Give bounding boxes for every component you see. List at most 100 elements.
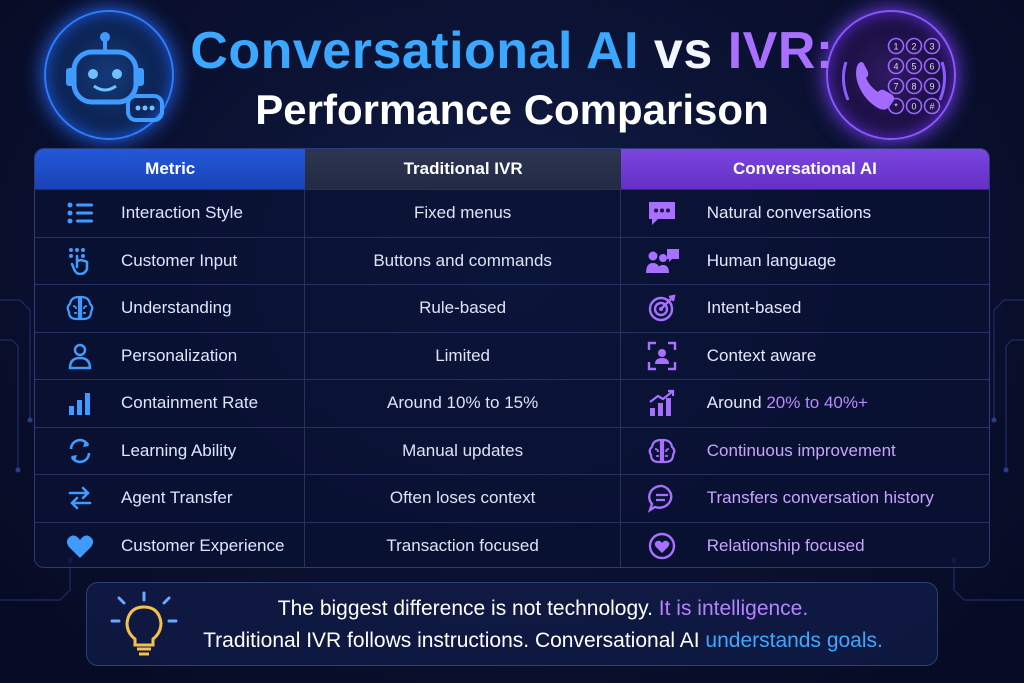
keypad-key-label: # [929,102,934,112]
keypad-key-label: 9 [929,82,934,92]
ivr-cell: Rule-based [305,285,621,332]
ivr-value: Transaction focused [386,535,539,555]
metric-label: Learning Ability [121,440,237,460]
touch-icon [63,246,97,276]
metric-cell: Agent Transfer [35,475,306,522]
ivr-cell: Limited [305,332,621,379]
table-body: Interaction Style Fixed menus Natural conv… [35,189,989,568]
keypad-key [905,57,923,75]
ivr-cell: Around 10% to 15% [305,380,621,427]
title-ivr: IVR: [727,22,834,80]
transfer-icon [63,483,97,513]
people-chat-icon [645,246,679,276]
ai-cell: Context aware [621,333,989,380]
metric-cell: Understanding [35,285,306,332]
keypad-key [887,77,905,95]
ai-value: Continuous improvement [706,440,896,460]
insight-line-1: The biggest difference is not technology… [87,597,939,621]
ivr-cell: Manual updates [305,427,621,474]
face-scan-icon [645,341,679,371]
metric-cell: Customer Input [35,237,306,284]
keypad-key [905,77,923,95]
ai-value: Natural conversations [706,203,872,223]
title-line-1: Conversational AI vs IVR: [0,20,1024,82]
table-row: Agent Transfer Often loses context Transfe… [35,474,989,522]
table-row: Customer Input Buttons and commands Human … [35,236,989,285]
ai-value: Relationship focused [706,535,865,555]
ivr-value: Rule-based [419,298,507,318]
keypad-key-label: 4 [893,62,898,72]
keypad-key-label: 7 [893,82,898,92]
keypad-key [887,37,905,55]
metric-label: Customer Experience [121,535,285,555]
comparison-table: Metric Traditional IVR Conversational AI… [34,148,990,568]
keypad-key-label: 3 [929,42,934,52]
metric-label: Containment Rate [121,393,259,413]
title-conversational-ai: Conversational AI [190,22,639,80]
table-row: Personalization Limited Context aware [35,331,989,380]
insight-callout: The biggest difference is not technology… [86,582,938,666]
metric-label: Interaction Style [121,203,243,223]
heart-icon [63,531,97,561]
ai-cell: Natural conversations [621,190,989,237]
table-row: Learning Ability Manual updates Continuous… [35,426,989,475]
table-header: Metric Traditional IVR Conversational AI [35,149,989,189]
ai-cell: Intent-based [621,285,989,332]
heart-circle-icon [645,531,679,561]
metric-label: Understanding [121,298,232,318]
ivr-value: Around 10% to 15% [387,393,539,413]
growth-chart-icon [645,388,679,418]
keypad-key [905,37,923,55]
table-row: Customer Experience Transaction focused Re… [35,521,989,568]
ivr-value: Often loses context [389,488,536,508]
insight-line-2: Traditional IVR follows instructions. Co… [87,629,939,653]
title-vs: vs [653,22,713,80]
metric-cell: Interaction Style [35,190,306,237]
lightbulb-icon [110,591,178,656]
keypad-key-label: 6 [929,62,934,72]
metric-label: Personalization [121,345,238,365]
ai-value: Human language [706,250,837,270]
table-row: Interaction Style Fixed menus Natural conv… [35,189,989,237]
keypad-key [923,37,941,55]
metric-cell: Learning Ability [35,427,306,474]
keypad-key-label: 8 [911,82,916,92]
list-icon [63,198,97,228]
ai-value: Intent-based [706,298,802,318]
keypad-key [923,77,941,95]
phone-keypad-badge: 1 2 3 4 5 6 7 8 9 * 0 # [826,10,956,140]
keypad-key [923,97,941,115]
robot-badge [44,10,174,140]
metric-cell: Personalization [35,332,306,379]
keypad-key [905,97,923,115]
keypad-key [887,57,905,75]
keypad-key-label: * [894,102,898,112]
phone-keypad-icon: 1 2 3 4 5 6 7 8 9 * 0 # [841,37,947,115]
ai-cell: Transfers conversation history [621,475,989,522]
ai-cell: Human language [621,238,989,285]
brain-icon [645,436,679,466]
message-icon [645,483,679,513]
metric-cell: Containment Rate [35,380,306,427]
insight-line-2-main: Traditional IVR follows instructions. Co… [203,629,700,652]
target-icon [645,293,679,323]
ai-cell: Around 20% to 40%+ [621,380,989,427]
person-icon [63,341,97,371]
ai-value: Transfers conversation history [706,488,934,508]
keypad-key [887,97,905,115]
ai-cell: Relationship focused [621,523,989,568]
refresh-icon [63,436,97,466]
ai-cell: Continuous improvement [621,428,989,475]
ivr-cell: Buttons and commands [305,237,621,284]
header-traditional-ivr: Traditional IVR [305,149,621,189]
insight-line-1-highlight: It is intelligence. [658,597,809,620]
ivr-value: Buttons and commands [373,250,552,270]
keypad-key-label: 0 [911,102,916,112]
keypad-key-label: 2 [911,42,916,52]
title-line-2: Performance Comparison [255,86,769,133]
brain-icon [63,293,97,323]
ivr-cell: Fixed menus [305,190,621,237]
chat-bubble-icon [645,198,679,228]
ivr-cell: Transaction focused [305,522,621,567]
header-metric: Metric [35,149,306,189]
